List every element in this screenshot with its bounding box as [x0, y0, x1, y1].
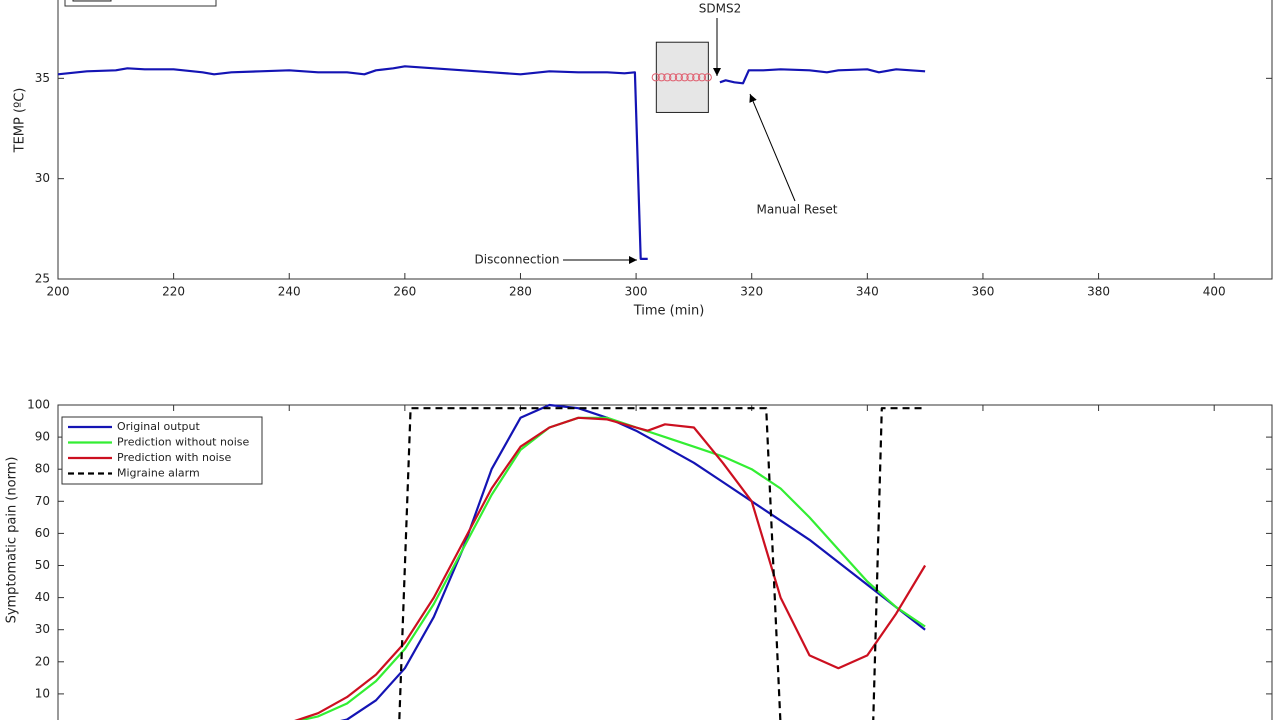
x-tick-label: 260: [393, 285, 416, 299]
y-tick-label: 20: [35, 654, 50, 668]
x-tick-label: 340: [856, 285, 879, 299]
legend-box: [61, 416, 263, 485]
marker: [657, 73, 666, 82]
marker: [697, 73, 707, 82]
marker: [686, 73, 695, 82]
marker: [692, 73, 701, 82]
x-tick-label: 280: [509, 285, 532, 299]
y-tick-label: 60: [35, 526, 50, 540]
series-line: [296, 416, 926, 720]
y-tick-label: 50: [35, 558, 50, 572]
x-tick-label: 300: [625, 285, 648, 299]
x-tick-label: 220: [162, 285, 185, 299]
series-line: [294, 416, 927, 720]
y-axis-label: Symptomatic pain (norm): [5, 457, 20, 624]
marker: [663, 73, 672, 82]
x-axis-label: Time (min): [633, 304, 705, 319]
plot-frame: [57, 0, 1273, 280]
annotation-arrow: [749, 93, 796, 202]
marker: [680, 73, 689, 82]
series-line: [57, 65, 648, 260]
y-axis-label: TEMP (ºC): [13, 88, 28, 154]
legend-swatch: [72, 0, 112, 2]
x-tick-label: 380: [1087, 285, 1110, 299]
y-tick-label: 25: [35, 272, 50, 286]
legend-label: Original output: [117, 420, 201, 433]
y-tick-label: 70: [35, 494, 50, 508]
legend-label: Prediction with noise: [117, 451, 231, 464]
marker: [651, 73, 660, 82]
y-tick-label: 35: [35, 71, 50, 85]
annotation: SDMS2: [699, 2, 741, 16]
legend-box: [64, 0, 217, 7]
x-tick-label: 240: [278, 285, 301, 299]
x-tick-label: 400: [1203, 285, 1226, 299]
x-tick-label: 360: [971, 285, 994, 299]
annotation: Manual Reset: [757, 203, 838, 217]
annotation: Disconnection: [475, 253, 560, 267]
marker: [668, 73, 678, 82]
y-tick-label: 80: [35, 462, 50, 476]
series-line: [340, 403, 926, 720]
y-tick-label: 40: [35, 590, 50, 604]
y-tick-label: 30: [35, 622, 50, 636]
y-tick-label: 90: [35, 430, 50, 444]
y-tick-label: 10: [35, 686, 50, 700]
series-line: [719, 68, 926, 85]
marker: [674, 73, 683, 82]
y-tick-label: 100: [27, 398, 50, 412]
x-tick-label: 200: [47, 285, 70, 299]
legend-label: Prediction without noise: [117, 436, 249, 449]
legend-label: Confidence 95%: [117, 0, 207, 3]
x-tick-label: 320: [740, 285, 763, 299]
y-tick-label: 30: [35, 171, 50, 185]
legend-label: Migraine alarm: [117, 467, 200, 480]
marker: [703, 73, 712, 82]
